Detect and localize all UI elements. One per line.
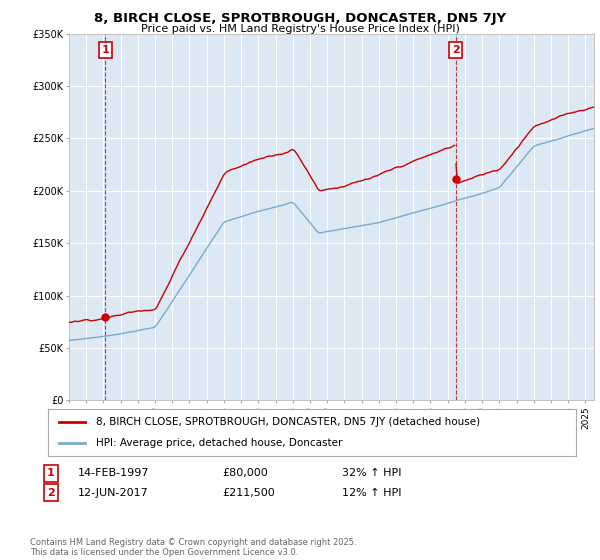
Text: 8, BIRCH CLOSE, SPROTBROUGH, DONCASTER, DN5 7JY (detached house): 8, BIRCH CLOSE, SPROTBROUGH, DONCASTER, … bbox=[95, 417, 479, 427]
Text: 12-JUN-2017: 12-JUN-2017 bbox=[78, 488, 149, 498]
Text: 32% ↑ HPI: 32% ↑ HPI bbox=[342, 468, 401, 478]
Text: Price paid vs. HM Land Registry's House Price Index (HPI): Price paid vs. HM Land Registry's House … bbox=[140, 24, 460, 34]
Text: 12% ↑ HPI: 12% ↑ HPI bbox=[342, 488, 401, 498]
Text: 1: 1 bbox=[101, 45, 109, 55]
Text: £80,000: £80,000 bbox=[222, 468, 268, 478]
Text: 14-FEB-1997: 14-FEB-1997 bbox=[78, 468, 149, 478]
Text: HPI: Average price, detached house, Doncaster: HPI: Average price, detached house, Donc… bbox=[95, 438, 342, 448]
Text: 1: 1 bbox=[47, 468, 55, 478]
Text: 8, BIRCH CLOSE, SPROTBROUGH, DONCASTER, DN5 7JY: 8, BIRCH CLOSE, SPROTBROUGH, DONCASTER, … bbox=[94, 12, 506, 25]
Text: Contains HM Land Registry data © Crown copyright and database right 2025.
This d: Contains HM Land Registry data © Crown c… bbox=[30, 538, 356, 557]
Text: 2: 2 bbox=[47, 488, 55, 498]
Text: £211,500: £211,500 bbox=[222, 488, 275, 498]
Text: 2: 2 bbox=[452, 45, 460, 55]
